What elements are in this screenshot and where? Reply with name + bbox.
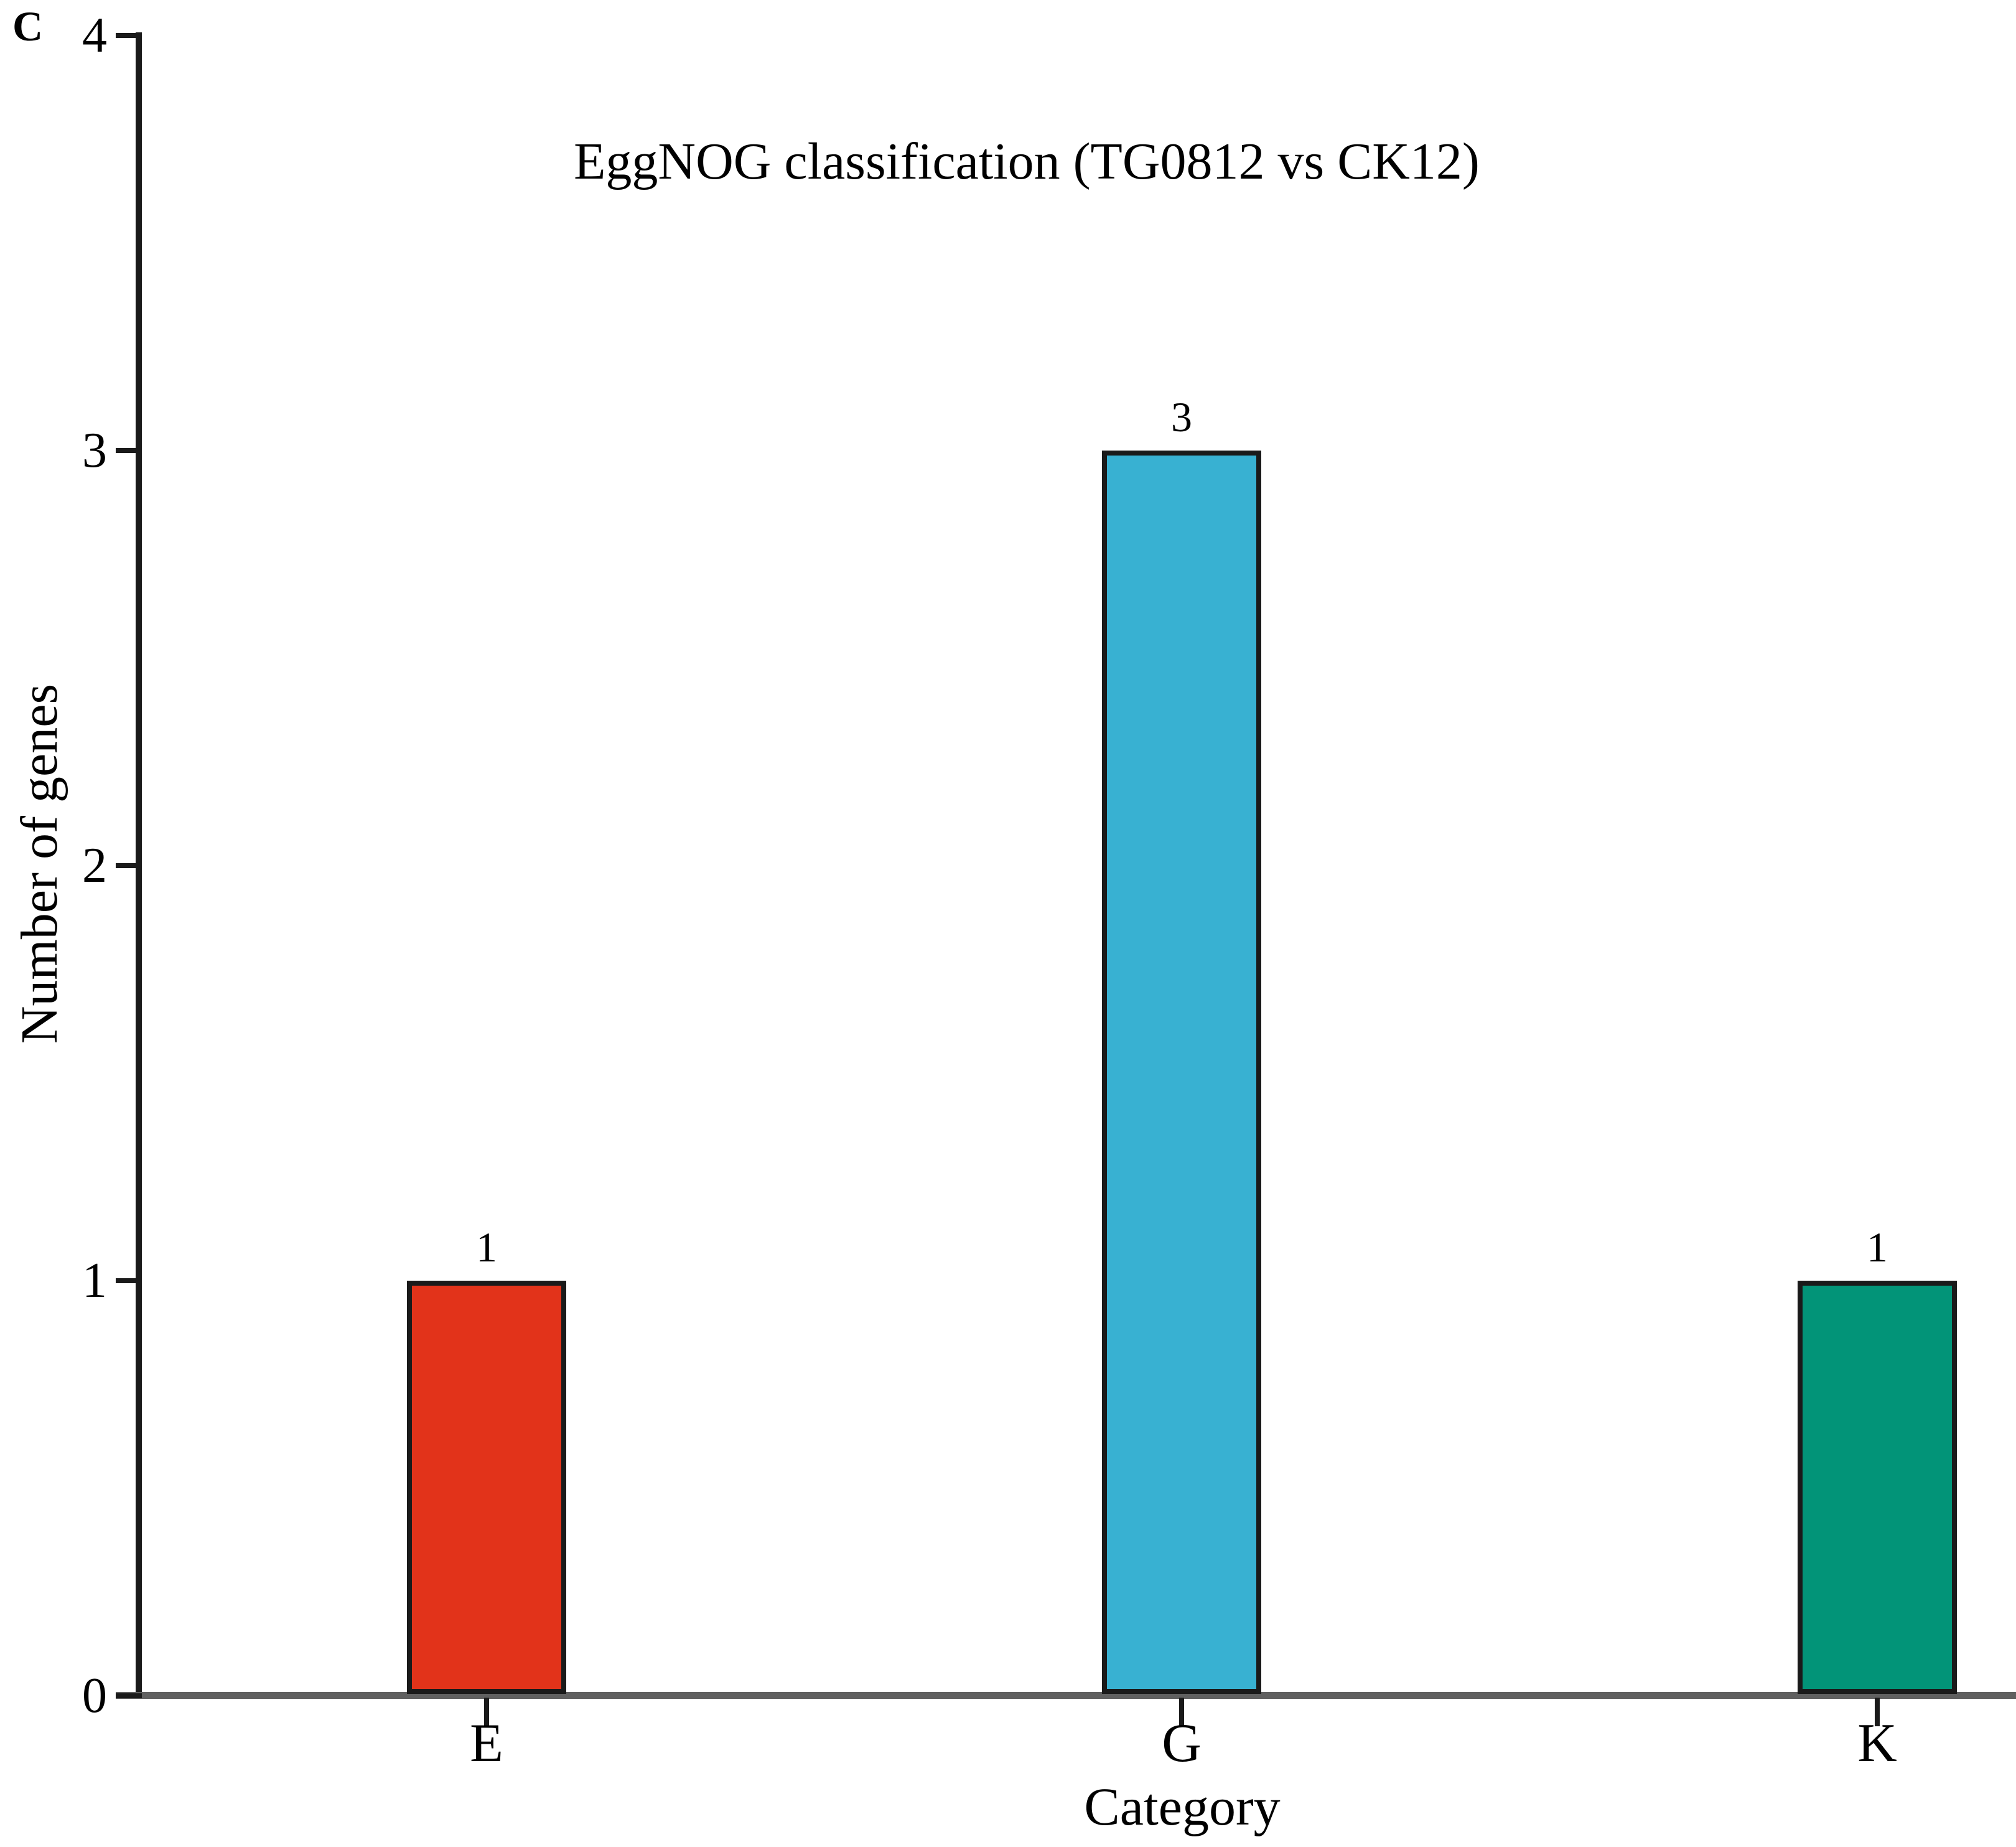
bar bbox=[1102, 451, 1261, 1694]
x-tick-label: K bbox=[1857, 1713, 1897, 1774]
y-tick-mark bbox=[116, 1278, 142, 1283]
y-tick-mark bbox=[116, 1693, 142, 1698]
bar bbox=[1798, 1281, 1957, 1694]
y-tick-label: 0 bbox=[82, 1668, 107, 1723]
x-tick-label: G bbox=[1162, 1713, 1202, 1774]
bar bbox=[407, 1281, 566, 1694]
x-tick-mark bbox=[484, 1698, 489, 1726]
x-axis-line bbox=[116, 1692, 2016, 1699]
x-tick-label: E bbox=[470, 1713, 503, 1774]
y-tick-mark bbox=[116, 33, 142, 38]
y-tick-mark bbox=[116, 448, 142, 453]
x-tick-mark bbox=[1875, 1698, 1880, 1726]
bar-value-label: 3 bbox=[1171, 393, 1192, 441]
bar-value-label: 1 bbox=[1867, 1223, 1888, 1271]
panel-label: C bbox=[12, 2, 44, 50]
x-tick-mark bbox=[1179, 1698, 1184, 1726]
chart-title: EggNOG classification (TG0812 vs CK12) bbox=[574, 133, 1480, 190]
y-tick-label: 1 bbox=[82, 1253, 107, 1308]
y-tick-label: 2 bbox=[82, 838, 107, 893]
x-axis-label: Category bbox=[1084, 1777, 1281, 1836]
y-tick-label: 4 bbox=[82, 8, 107, 63]
y-tick-label: 3 bbox=[82, 423, 107, 478]
y-tick-mark bbox=[116, 863, 142, 868]
bar-value-label: 1 bbox=[476, 1223, 497, 1271]
